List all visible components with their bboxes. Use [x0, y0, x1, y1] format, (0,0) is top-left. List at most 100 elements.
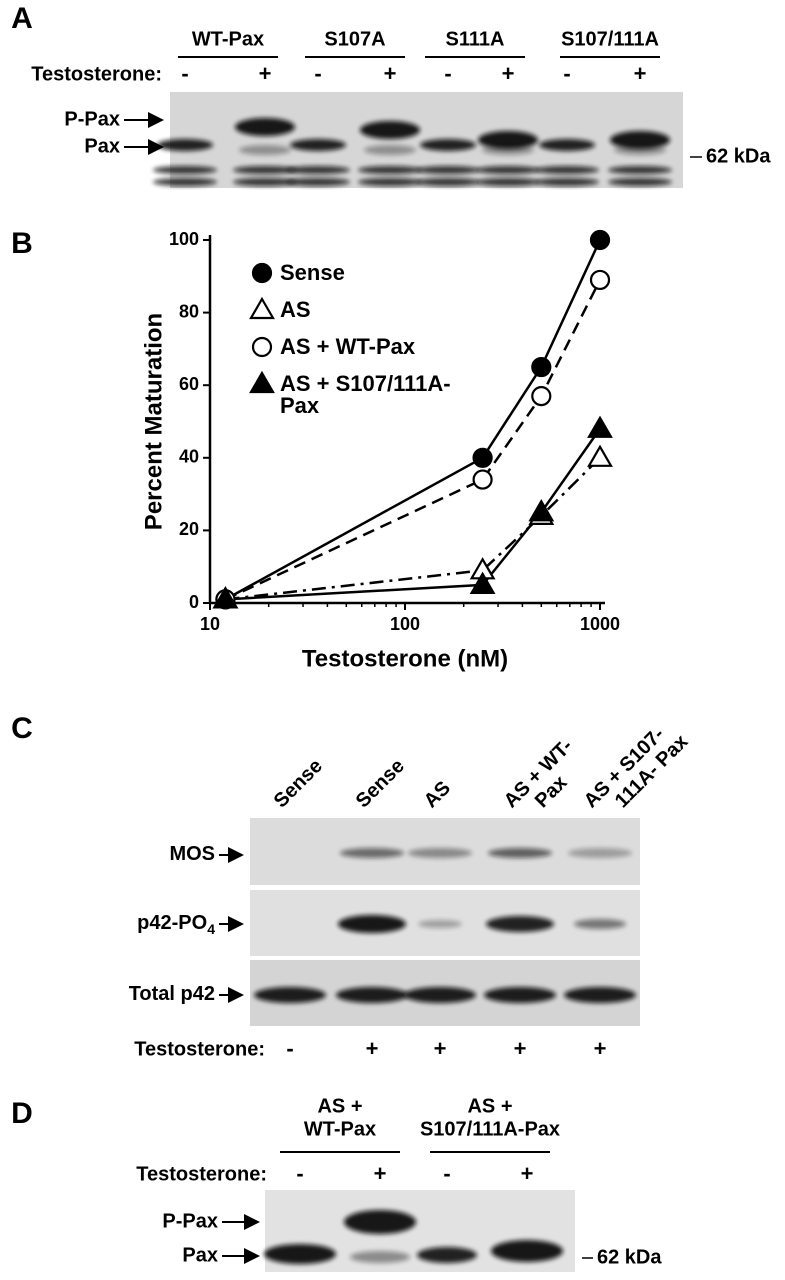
band: [420, 139, 476, 151]
series-line: [224, 239, 602, 601]
sign: -: [181, 61, 188, 86]
sign: -: [563, 61, 570, 86]
sign: +: [434, 1036, 447, 1061]
band: [157, 139, 213, 151]
band: [264, 1244, 336, 1264]
treatment-label: Testosterone:: [134, 1038, 265, 1060]
row-label: P-Pax: [64, 108, 120, 130]
band: [608, 166, 672, 174]
band: [608, 178, 672, 186]
lane-label: Sense: [352, 755, 409, 812]
data-point: [469, 571, 496, 594]
band: [484, 987, 556, 1003]
data-point: [589, 229, 611, 251]
blot: [170, 92, 683, 188]
y-tick-label: 40: [179, 447, 199, 467]
x-tick-label: 10: [200, 614, 220, 634]
band: [286, 178, 350, 186]
band: [535, 178, 599, 186]
row-label: MOS: [169, 843, 215, 865]
legend-label: AS + S107/111A-Pax: [280, 371, 451, 418]
legend-marker: [249, 370, 275, 394]
data-point: [212, 586, 239, 609]
panel-label: D: [11, 1097, 33, 1130]
band: [416, 178, 480, 186]
lane-label: AS + S107-111A- Pax: [580, 723, 693, 812]
data-point: [531, 356, 552, 378]
group-label: S107/111A: [561, 28, 659, 50]
y-tick-label: 100: [169, 229, 199, 249]
band: [358, 166, 422, 174]
band: [491, 1240, 563, 1262]
band: [344, 1210, 416, 1234]
band: [235, 118, 295, 136]
row-label-sub: 4: [207, 921, 215, 937]
band: [476, 166, 540, 174]
sign: +: [259, 61, 272, 86]
legend-marker: [251, 262, 273, 284]
x-tick-label: 1000: [580, 614, 620, 634]
group-label: WT-Pax: [192, 28, 264, 50]
group-label: AS +: [467, 1095, 512, 1117]
group-label: S107/111A-Pax: [420, 1118, 560, 1140]
band: [336, 987, 408, 1003]
lane-label-line: AS: [420, 777, 455, 812]
data-point: [528, 499, 555, 522]
group-label: WT-Pax: [304, 1118, 376, 1140]
band: [290, 139, 346, 151]
legend-marker: [249, 296, 275, 320]
sign: +: [502, 61, 515, 86]
series-line: [224, 279, 602, 601]
band: [535, 166, 599, 174]
band: [574, 919, 626, 929]
band: [404, 987, 476, 1003]
group-label: S111A: [446, 28, 505, 50]
row-label: Pax: [182, 1244, 218, 1266]
sign: -: [314, 61, 321, 86]
band: [417, 1247, 477, 1263]
legend-marker: [251, 336, 273, 358]
row-label-text: MOS: [169, 843, 215, 865]
sign: +: [374, 1161, 387, 1186]
band: [286, 166, 350, 174]
legend-label: Sense: [280, 260, 345, 285]
sign: +: [521, 1161, 534, 1186]
y-tick-label: 60: [179, 374, 199, 394]
band: [358, 178, 422, 186]
lane-label-line: Sense: [352, 755, 409, 812]
band: [350, 1251, 410, 1263]
row-label: Total p42: [129, 983, 215, 1005]
series-line: [225, 456, 601, 601]
panel-label: B: [11, 227, 33, 260]
row-label: Pax: [84, 135, 120, 157]
sign: +: [594, 1036, 607, 1061]
row-label-text: p42-PO: [137, 912, 207, 934]
size-marker: 62 kDa: [597, 1246, 662, 1268]
sign: +: [634, 61, 647, 86]
sign: +: [384, 61, 397, 86]
lane-label: Sense: [270, 755, 327, 812]
x-axis-label: Testosterone (nM): [302, 645, 508, 672]
data-point: [472, 469, 493, 490]
lane-label: AS: [420, 777, 455, 812]
band: [239, 145, 291, 155]
band: [360, 121, 420, 139]
row-label: p42-PO4: [137, 912, 215, 936]
series-line: [225, 428, 602, 601]
band: [233, 178, 297, 186]
y-tick-label: 20: [179, 519, 199, 539]
y-tick-label: 80: [179, 301, 199, 321]
band: [614, 145, 666, 155]
legend-label: AS: [280, 297, 311, 322]
panel-label: A: [11, 2, 33, 35]
data-point: [589, 269, 611, 291]
sign: -: [286, 1036, 293, 1061]
lane-label: AS + WT-Pax: [500, 735, 577, 812]
band: [539, 139, 595, 151]
band: [488, 848, 552, 858]
band: [610, 131, 670, 149]
panel-label: C: [11, 712, 33, 745]
sign: -: [444, 61, 451, 86]
